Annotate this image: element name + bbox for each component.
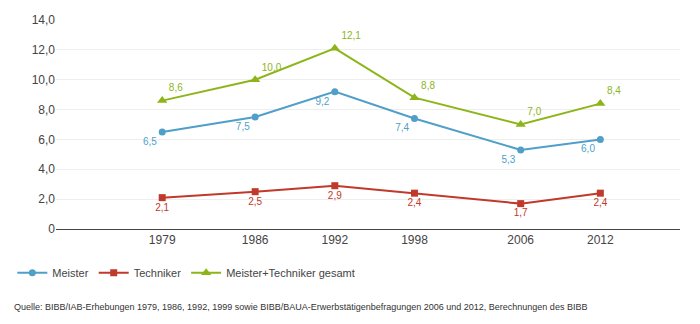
svg-text:Techniker: Techniker <box>134 267 181 279</box>
svg-text:1998: 1998 <box>401 233 428 247</box>
svg-text:8,8: 8,8 <box>421 80 435 91</box>
svg-text:1,7: 1,7 <box>514 207 528 218</box>
svg-text:1979: 1979 <box>149 233 176 247</box>
svg-text:1992: 1992 <box>321 233 348 247</box>
svg-text:10,0: 10,0 <box>32 73 56 87</box>
svg-text:12,1: 12,1 <box>341 30 361 41</box>
svg-text:10,0: 10,0 <box>262 62 282 73</box>
svg-text:8,0: 8,0 <box>38 103 55 117</box>
svg-text:4,0: 4,0 <box>38 162 55 176</box>
svg-text:6,0: 6,0 <box>581 143 595 154</box>
svg-text:9,2: 9,2 <box>316 96 330 107</box>
svg-text:2012: 2012 <box>587 233 614 247</box>
svg-text:7,0: 7,0 <box>527 106 541 117</box>
svg-text:Meister: Meister <box>52 267 88 279</box>
svg-text:5,3: 5,3 <box>501 154 515 165</box>
svg-text:2,1: 2,1 <box>155 202 169 213</box>
svg-text:2006: 2006 <box>507 233 534 247</box>
svg-text:6,5: 6,5 <box>143 136 157 147</box>
svg-text:7,5: 7,5 <box>236 121 250 132</box>
svg-text:7,4: 7,4 <box>395 122 409 133</box>
svg-text:Quelle: BIBB/IAB-Erhebungen 19: Quelle: BIBB/IAB-Erhebungen 1979, 1986, … <box>14 302 587 312</box>
svg-text:6,0: 6,0 <box>38 133 55 147</box>
svg-text:0: 0 <box>48 222 55 236</box>
svg-text:2,4: 2,4 <box>593 197 607 208</box>
svg-text:2,5: 2,5 <box>248 196 262 207</box>
svg-text:14,0: 14,0 <box>32 13 56 27</box>
svg-text:8,6: 8,6 <box>169 82 183 93</box>
svg-text:12,0: 12,0 <box>32 43 56 57</box>
svg-text:8,4: 8,4 <box>607 85 621 96</box>
svg-text:Meister+Techniker gesamt: Meister+Techniker gesamt <box>226 267 355 279</box>
svg-text:2,4: 2,4 <box>408 197 422 208</box>
svg-text:1986: 1986 <box>242 233 269 247</box>
svg-text:2,0: 2,0 <box>38 192 55 206</box>
svg-text:2,9: 2,9 <box>328 190 342 201</box>
